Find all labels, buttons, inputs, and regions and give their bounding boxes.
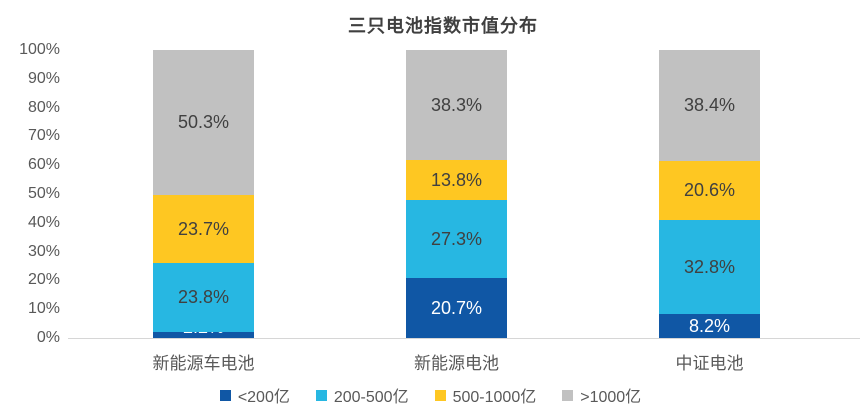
bar-segment: 20.7% bbox=[406, 278, 507, 338]
x-axis-category-label: 新能源车电池 bbox=[152, 354, 255, 373]
x-axis: 新能源车电池 新能源电池 中证电池 bbox=[77, 349, 836, 374]
bar-segment-label: 13.8% bbox=[430, 170, 483, 191]
bar-segment: 38.4% bbox=[659, 50, 760, 161]
plot-area: 2.2% 23.8% 23.7% 50.3% 20.7% 27.3% 13.8% 38.3% 8… bbox=[77, 49, 836, 338]
bar-segment-label: 23.8% bbox=[177, 287, 230, 308]
bar-segment-label: 20.7% bbox=[430, 298, 483, 319]
x-axis-category-label: 新能源电池 bbox=[414, 354, 499, 373]
legend-swatch-icon bbox=[219, 389, 231, 401]
legend-item: 200-500亿 bbox=[315, 383, 409, 407]
bar-segment: 50.3% bbox=[153, 50, 254, 195]
legend-label: <200亿 bbox=[237, 389, 290, 406]
bar-segment-label: 27.3% bbox=[430, 229, 483, 250]
stacked-bar-1: 2.2% 23.8% 23.7% 50.3% bbox=[153, 50, 254, 338]
legend-item: <200亿 bbox=[219, 383, 290, 407]
bar-segment-label: 32.8% bbox=[683, 257, 736, 278]
bar-segment-label: 23.7% bbox=[177, 219, 230, 240]
y-axis-tick-label: 100% bbox=[19, 41, 60, 58]
bar-segment-label: 50.3% bbox=[177, 112, 230, 133]
y-axis-tick-label: 10% bbox=[27, 300, 60, 318]
legend-item: >1000亿 bbox=[562, 383, 641, 407]
stacked-bar-2: 20.7% 27.3% 13.8% 38.3% bbox=[406, 49, 507, 338]
chart-title: 三只电池指数市值分布 bbox=[348, 16, 538, 36]
y-axis-tick-label: 90% bbox=[27, 69, 60, 87]
bar-segment: 2.2% bbox=[153, 317, 254, 338]
legend-item: 500-1000亿 bbox=[434, 383, 537, 407]
bar-segment: 27.3% bbox=[406, 199, 507, 279]
y-axis-tick-label: 0% bbox=[36, 329, 60, 346]
bar-segment-label: 38.4% bbox=[683, 95, 736, 116]
y-axis-tick-label: 30% bbox=[27, 242, 60, 260]
y-axis: 0% 10% 20% 30% 40% 50% 60% 70% 80% 90% 100% bbox=[0, 42, 60, 346]
legend-label: 500-1000亿 bbox=[452, 389, 537, 406]
bar-segment: 32.8% bbox=[659, 219, 760, 315]
legend-label: 200-500亿 bbox=[333, 389, 409, 406]
bar-segment: 38.3% bbox=[406, 49, 507, 161]
legend-label: >1000亿 bbox=[580, 389, 642, 406]
legend-swatch-icon bbox=[315, 389, 327, 401]
bar-segment: 13.8% bbox=[406, 160, 507, 200]
bar-slot-2: 20.7% 27.3% 13.8% 38.3% bbox=[330, 49, 583, 338]
bar-slot-3: 8.2% 32.8% 20.6% 38.4% bbox=[583, 50, 836, 338]
bar-segment-label: 20.6% bbox=[683, 180, 736, 201]
bar-segment: 23.8% bbox=[153, 263, 254, 332]
bar-segment: 20.6% bbox=[659, 160, 760, 220]
y-axis-tick-label: 80% bbox=[27, 98, 60, 116]
y-axis-tick-label: 60% bbox=[27, 156, 60, 174]
y-axis-tick-label: 70% bbox=[27, 127, 60, 145]
y-axis-tick-label: 50% bbox=[27, 185, 60, 202]
stacked-bar-3: 8.2% 32.8% 20.6% 38.4% bbox=[659, 50, 760, 338]
y-axis-tick-label: 40% bbox=[27, 213, 60, 231]
bar-segment: 23.7% bbox=[153, 194, 254, 264]
y-axis-tick-label: 20% bbox=[27, 271, 60, 289]
x-axis-line bbox=[68, 338, 860, 339]
bar-segment: 8.2% bbox=[659, 314, 760, 338]
bar-slot-1: 2.2% 23.8% 23.7% 50.3% bbox=[77, 50, 330, 338]
bar-segment-label: 8.2% bbox=[688, 316, 731, 337]
legend-swatch-icon bbox=[562, 389, 574, 401]
x-axis-category-label: 中证电池 bbox=[675, 354, 744, 373]
bar-segment-label: 38.3% bbox=[430, 95, 483, 116]
legend: <200亿 200-500亿 500-1000亿 >1000亿 bbox=[0, 383, 861, 407]
legend-swatch-icon bbox=[434, 389, 446, 401]
